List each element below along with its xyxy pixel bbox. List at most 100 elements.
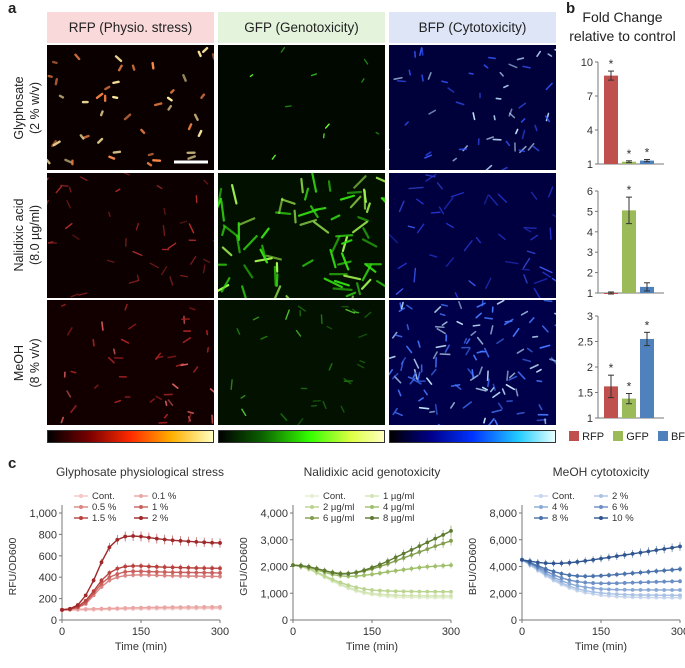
cell xyxy=(238,217,256,226)
row-label-line1: Glyphosate xyxy=(12,76,26,140)
cell xyxy=(548,186,554,198)
cell xyxy=(523,274,528,284)
cell xyxy=(481,386,489,391)
legend-marker xyxy=(139,516,143,520)
bar-bfp xyxy=(640,160,654,164)
cell xyxy=(432,351,438,360)
data-point xyxy=(107,545,112,550)
cell xyxy=(112,150,122,154)
cell xyxy=(492,391,501,399)
bar-gfp xyxy=(622,398,636,418)
data-point xyxy=(123,569,128,574)
micrograph-meoh-gfp xyxy=(218,300,385,425)
cell xyxy=(66,199,71,209)
cell xyxy=(82,134,90,139)
data-point xyxy=(170,573,175,578)
cell xyxy=(120,338,130,344)
cell xyxy=(505,383,515,391)
cell xyxy=(490,325,494,335)
data-point xyxy=(535,560,540,565)
data-point xyxy=(60,607,64,612)
data-point xyxy=(449,563,453,568)
legend-label: 4 µg/ml xyxy=(383,502,414,513)
cell xyxy=(526,347,533,353)
cell xyxy=(364,263,377,273)
cell xyxy=(427,72,432,80)
data-point xyxy=(178,574,183,578)
cell xyxy=(475,312,482,319)
cell xyxy=(156,185,163,190)
cell xyxy=(114,399,122,404)
cell xyxy=(337,260,352,266)
legend-marker xyxy=(79,516,83,520)
data-point xyxy=(678,567,682,572)
cell xyxy=(508,63,518,69)
cell xyxy=(108,211,111,218)
cell xyxy=(536,50,542,57)
cell xyxy=(124,303,128,311)
data-point xyxy=(178,605,183,610)
cell xyxy=(515,388,519,397)
data-point xyxy=(543,561,548,566)
data-point xyxy=(662,593,667,598)
cell xyxy=(465,347,471,356)
data-point xyxy=(607,555,611,560)
y-tick-label: 600 xyxy=(39,551,57,563)
cell xyxy=(101,321,104,331)
cell xyxy=(519,145,527,154)
y-tick-label: 4 xyxy=(587,125,593,137)
legend-label: 2 % xyxy=(612,491,629,502)
data-point xyxy=(194,605,199,609)
cell xyxy=(230,183,238,205)
data-point xyxy=(638,593,643,597)
series-5 xyxy=(520,542,682,567)
cell xyxy=(323,277,344,289)
data-point xyxy=(139,605,143,610)
data-point xyxy=(654,569,659,574)
panel-label-c: c xyxy=(8,455,17,472)
cell xyxy=(434,403,438,416)
cell xyxy=(418,406,430,410)
data-point xyxy=(210,570,215,575)
cell xyxy=(456,320,464,326)
panel-label-b: b xyxy=(566,0,576,17)
cell xyxy=(107,356,115,364)
cell xyxy=(447,87,455,93)
cell xyxy=(491,409,503,414)
data-point xyxy=(210,566,215,571)
cell xyxy=(353,311,360,314)
data-point xyxy=(638,550,643,555)
cell xyxy=(544,115,551,123)
cell xyxy=(450,384,461,387)
cell xyxy=(392,407,398,416)
data-point xyxy=(354,588,359,592)
cell xyxy=(406,323,410,331)
cell xyxy=(516,348,525,354)
y-axis-label: GFU/OD600 xyxy=(238,537,250,596)
data-point xyxy=(131,564,136,568)
y-tick-label: 3 xyxy=(587,311,593,323)
cell xyxy=(426,377,433,385)
cell xyxy=(95,92,104,100)
cell xyxy=(419,47,423,56)
data-point xyxy=(622,571,627,576)
data-point xyxy=(638,580,643,585)
cell xyxy=(547,53,553,57)
significance-star: * xyxy=(609,361,614,375)
cell xyxy=(249,74,254,78)
micrograph-glyphosate-bfp xyxy=(389,45,556,170)
cell xyxy=(443,197,454,210)
cell xyxy=(406,345,413,354)
cell xyxy=(206,346,210,353)
cell xyxy=(182,337,192,344)
cell xyxy=(413,358,420,369)
micrograph-glyphosate-gfp xyxy=(218,45,385,170)
data-point xyxy=(139,572,143,577)
cell xyxy=(341,236,349,253)
time-course-line-charts: Glyphosate physiological stress 0 200 400 60… xyxy=(7,465,685,653)
cell xyxy=(243,264,254,279)
data-point xyxy=(441,541,445,546)
data-point xyxy=(147,573,151,577)
data-point xyxy=(291,563,295,568)
data-point xyxy=(338,580,343,585)
